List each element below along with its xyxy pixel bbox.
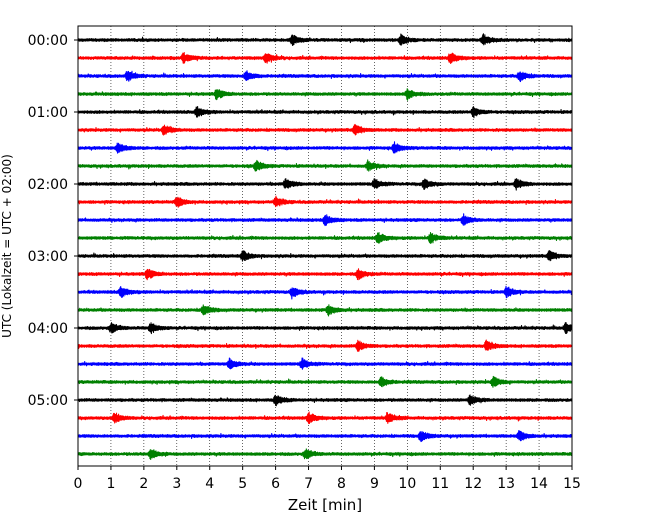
seismogram-trace (77, 213, 573, 227)
x-tick-label: 9 (370, 476, 379, 492)
seismogram-trace (77, 70, 573, 83)
seismogram-trace (77, 52, 573, 65)
plot-frame (77, 25, 573, 467)
y-axis-ticks: 00:00 01:00 02:00 03:00 04:00 05:00 (28, 33, 78, 409)
seismogram-trace (77, 178, 573, 191)
y-tick-label: 03:00 (28, 249, 68, 265)
x-tick-label: 12 (464, 476, 482, 492)
seismogram-trace (77, 430, 573, 443)
x-tick-label: 2 (139, 476, 148, 492)
x-tick-label: 8 (337, 476, 346, 492)
x-tick-label: 10 (398, 476, 416, 492)
seismogram-trace (77, 375, 573, 388)
seismogram-trace (77, 285, 573, 300)
seismogram-trace (77, 195, 573, 208)
seismogram-trace (77, 141, 573, 154)
y-axis-label: UTC (Lokalzeit = UTC + 02:00) (0, 154, 14, 338)
y-tick-label: 01:00 (28, 105, 68, 121)
seismogram-trace (77, 448, 573, 461)
seismogram-trace (77, 411, 573, 425)
seismogram-trace (77, 123, 573, 136)
x-tick-label: 0 (74, 476, 83, 492)
x-tick-label: 5 (238, 476, 247, 492)
seismogram-trace (77, 268, 573, 281)
x-axis-label: Zeit [min] (288, 496, 362, 514)
x-tick-label: 3 (172, 476, 181, 492)
x-tick-label: 15 (563, 476, 581, 492)
seismogram-trace (77, 322, 573, 335)
seismogram-trace (77, 88, 573, 101)
y-tick-label: 02:00 (28, 177, 68, 193)
seismogram-trace (77, 232, 573, 245)
seismogram-trace (77, 250, 573, 262)
minute-grid (110, 26, 540, 466)
x-tick-label: 4 (205, 476, 214, 492)
seismogram-trace (77, 394, 573, 407)
seismogram-trace (77, 304, 573, 317)
seismogram-trace (77, 339, 573, 352)
seismogram-trace (77, 357, 573, 370)
x-tick-label: 6 (271, 476, 280, 492)
seismogram-traces (77, 33, 573, 461)
seismogram-trace (77, 159, 573, 172)
x-tick-label: 1 (106, 476, 115, 492)
x-axis-ticks: 0 1 2 3 4 5 6 7 8 9 10 11 12 13 14 15 (74, 466, 581, 492)
y-tick-label: 05:00 (28, 393, 68, 409)
y-tick-label: 00:00 (28, 33, 68, 49)
seismogram-trace (77, 33, 573, 47)
y-tick-label: 04:00 (28, 321, 68, 337)
x-tick-label: 7 (304, 476, 313, 492)
x-tick-label: 13 (497, 476, 515, 492)
x-tick-label: 11 (431, 476, 449, 492)
seismogram-trace (77, 105, 573, 119)
x-tick-label: 14 (530, 476, 548, 492)
